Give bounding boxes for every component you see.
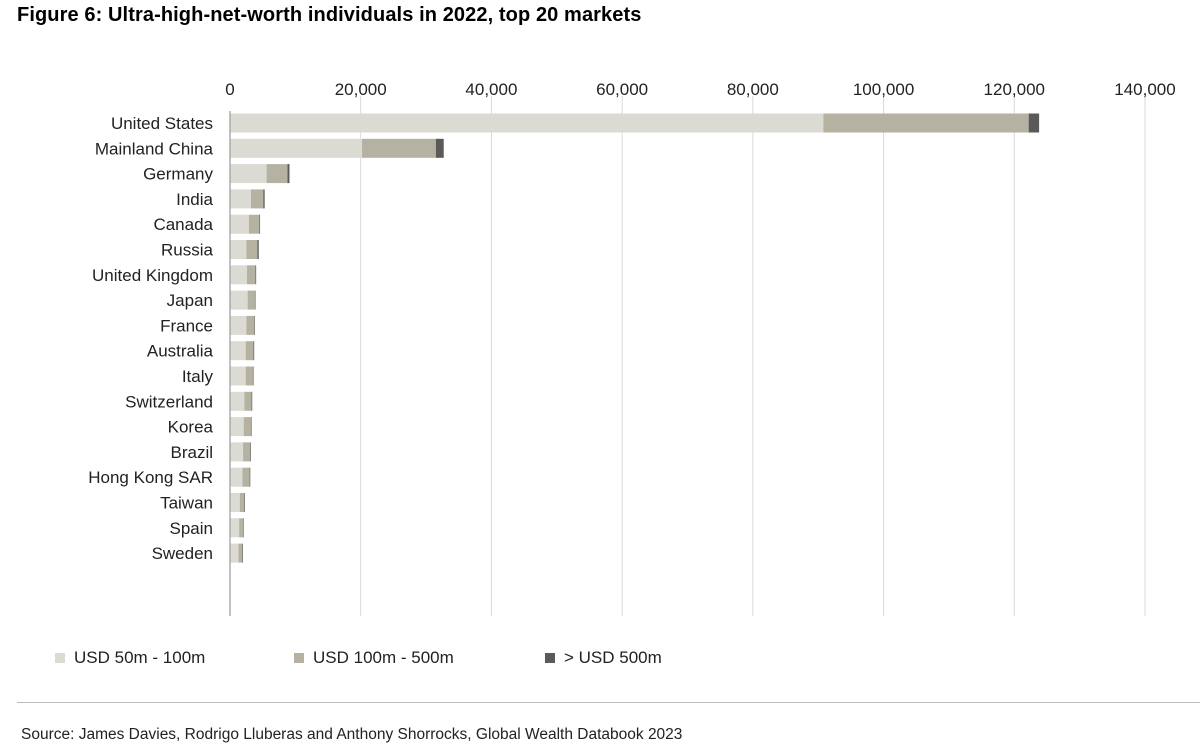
bar-segment [230,113,824,133]
bar-segment [230,366,246,386]
bar-segment [253,341,255,361]
category-label: Taiwan [160,494,213,513]
bar-segment [246,265,256,285]
bar-segment [257,240,259,259]
bar-segment [230,493,240,512]
bar-segment [250,442,251,462]
category-label: United Kingdom [92,266,213,285]
category-label: Canada [153,215,213,234]
category-label: Germany [143,165,213,184]
category-label: Brazil [170,443,213,462]
bar-segment [362,138,436,158]
bar-segment [255,265,257,285]
x-tick-label: 60,000 [596,80,648,99]
category-label: Italy [182,367,214,386]
bar-segment [230,467,243,487]
x-tick-label: 120,000 [984,80,1045,99]
bar-segment [230,341,246,361]
bar-segment [259,214,261,234]
x-tick-label: 0 [225,80,234,99]
legend-item-100m-500m: USD 100m - 500m [294,648,454,668]
bar-segment [244,493,245,512]
bar-segment [243,417,251,437]
x-tick-label: 140,000 [1114,80,1175,99]
bar-segment [1028,113,1040,133]
gridlines [360,96,1146,616]
bar-segment [250,417,252,437]
bar-segment [252,366,254,386]
category-label: India [176,190,213,209]
bar-segment [254,290,256,310]
legend-swatch-over-500m [545,653,555,663]
category-label: Korea [168,418,214,437]
bars [230,113,1040,563]
legend-item-over-500m: > USD 500m [545,648,662,668]
bar-segment [230,290,248,310]
bar-segment [248,214,260,234]
bar-segment [242,543,244,563]
bar-segment [243,442,251,462]
bar-segment [238,543,243,563]
category-labels: United States Mainland China Germany India C… [88,114,213,563]
category-label: Australia [147,342,214,361]
bar-segment [239,518,244,538]
bar-segment [230,543,239,563]
legend-swatch-100m-500m [294,653,304,663]
category-label: Mainland China [95,139,214,158]
bar-segment [245,341,254,361]
legend-label-100m-500m: USD 100m - 500m [313,648,454,667]
bar-segment [230,164,267,184]
bar-segment [230,265,247,285]
bar-segment [245,366,253,386]
bar-segment [239,493,245,512]
category-label: Russia [161,241,214,260]
x-axis-tick-labels: 0 20,000 40,000 60,000 80,000 100,000 120,000 1… [225,80,1175,99]
source-note: Source: James Davies, Rodrigo Lluberas a… [21,726,683,743]
legend-swatch-50m-100m [55,653,65,663]
bar-segment [247,290,255,310]
category-label: Hong Kong SAR [88,468,213,487]
bar-segment [246,315,255,335]
bar-segment [254,315,255,335]
bar-segment [230,214,249,234]
bar-segment [287,164,290,184]
bar-segment [435,138,444,158]
bar-segment [230,518,240,538]
category-label: United States [111,114,213,133]
legend: USD 50m - 100m USD 100m - 500m > USD 500… [0,648,1200,672]
category-label: Spain [170,519,213,538]
bar-segment [246,240,258,259]
x-tick-label: 100,000 [853,80,914,99]
category-label: Sweden [152,544,213,563]
bar-segment [263,189,265,209]
ultra-hnwi-bar-chart: 0 20,000 40,000 60,000 80,000 100,000 120,000 1… [88,80,1176,616]
category-label: France [160,316,213,335]
bar-segment [250,189,264,209]
bar-segment [251,391,253,411]
category-label: Japan [167,291,213,310]
bar-segment [230,138,363,158]
bar-segment [242,467,250,487]
bar-segment [244,391,252,411]
legend-label-over-500m: > USD 500m [564,648,662,667]
bar-segment [266,164,288,184]
bar-segment [243,518,244,538]
legend-label-50m-100m: USD 50m - 100m [74,648,206,667]
chart-title: Figure 6: Ultra-high-net-worth individua… [17,4,642,26]
x-tick-label: 80,000 [727,80,779,99]
category-label: Switzerland [125,392,213,411]
footer-divider [17,702,1200,703]
bar-segment [230,240,247,259]
bar-segment [249,467,251,487]
bar-segment [230,391,245,411]
bar-segment [230,417,244,437]
bar-segment [823,113,1029,133]
x-tick-label: 40,000 [465,80,517,99]
legend-item-50m-100m: USD 50m - 100m [55,648,205,668]
bar-segment [230,189,251,209]
bar-segment [230,315,247,335]
bar-segment [230,442,244,462]
x-tick-label: 20,000 [335,80,387,99]
